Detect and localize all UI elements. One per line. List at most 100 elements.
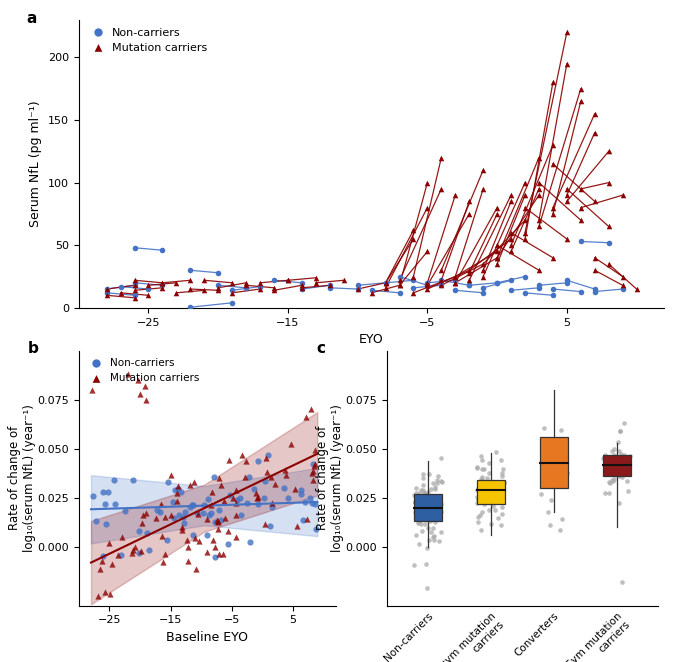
Point [609, 449, 620, 460]
Point [519, 190, 530, 201]
Point [422, 543, 433, 553]
Point [534, 221, 545, 232]
Point [129, 542, 140, 553]
Point [182, 542, 193, 553]
Point [464, 280, 475, 291]
Point [188, 530, 199, 540]
Point [203, 509, 214, 520]
Point [497, 471, 508, 481]
Point [488, 500, 499, 511]
Point [536, 489, 547, 500]
Point [490, 479, 501, 489]
Point [494, 483, 505, 494]
Point [251, 488, 262, 498]
Point [534, 177, 545, 188]
Point [429, 484, 440, 495]
Point [472, 484, 483, 495]
Point [129, 280, 140, 291]
Point [613, 498, 624, 508]
Point [613, 453, 624, 463]
Point [394, 287, 405, 298]
Point [213, 283, 224, 293]
Point [487, 484, 498, 495]
Point [297, 284, 308, 295]
Point [498, 463, 509, 474]
Point [235, 493, 246, 504]
Point [497, 484, 508, 495]
Point [253, 499, 264, 510]
Point [477, 165, 488, 175]
Point [477, 287, 488, 298]
Point [213, 280, 224, 291]
Point [547, 209, 558, 219]
Point [115, 287, 126, 298]
Point [301, 514, 312, 524]
Point [631, 284, 642, 295]
Point [215, 514, 226, 525]
Point [597, 452, 608, 463]
Point [173, 480, 184, 491]
Point [599, 457, 610, 468]
Point [112, 549, 123, 560]
Point [101, 287, 112, 298]
Text: b: b [27, 341, 38, 355]
Point [506, 240, 516, 250]
Point [411, 493, 422, 504]
Point [183, 556, 194, 567]
Point [427, 495, 438, 505]
Point [416, 485, 427, 495]
Point [157, 277, 168, 288]
Point [473, 483, 484, 493]
Point [506, 275, 516, 285]
Point [605, 457, 616, 468]
Point [423, 496, 434, 507]
Point [212, 517, 223, 528]
Bar [603, 455, 631, 477]
Point [622, 476, 633, 487]
Point [490, 504, 501, 515]
Point [492, 252, 503, 263]
Point [260, 453, 271, 463]
Point [93, 591, 104, 601]
Point [194, 536, 205, 546]
Point [420, 519, 431, 530]
Point [227, 287, 238, 298]
Point [418, 498, 429, 508]
Point [132, 375, 143, 385]
Point [417, 479, 428, 490]
Point [427, 523, 438, 534]
Point [506, 190, 516, 201]
Point [142, 528, 153, 538]
Point [421, 497, 432, 508]
Point [475, 451, 486, 461]
Point [394, 275, 405, 285]
Point [476, 475, 487, 486]
Point [157, 283, 168, 293]
Point [547, 140, 558, 150]
Point [380, 277, 391, 288]
Point [478, 498, 489, 509]
Point [217, 548, 228, 559]
Point [622, 485, 633, 496]
Point [408, 234, 419, 244]
Point [493, 478, 504, 489]
Point [129, 275, 140, 285]
Point [432, 475, 443, 485]
Point [213, 524, 224, 534]
Point [171, 488, 182, 498]
Point [420, 504, 431, 515]
Point [482, 480, 493, 491]
Point [155, 499, 166, 510]
Point [417, 512, 428, 523]
Point [543, 507, 553, 518]
Point [422, 277, 433, 288]
Point [450, 285, 461, 296]
Point [279, 465, 290, 475]
Point [159, 512, 170, 522]
Point [547, 159, 558, 169]
Point [589, 284, 600, 295]
Point [425, 516, 436, 526]
Point [613, 446, 624, 456]
Point [534, 215, 545, 226]
Point [484, 458, 495, 469]
